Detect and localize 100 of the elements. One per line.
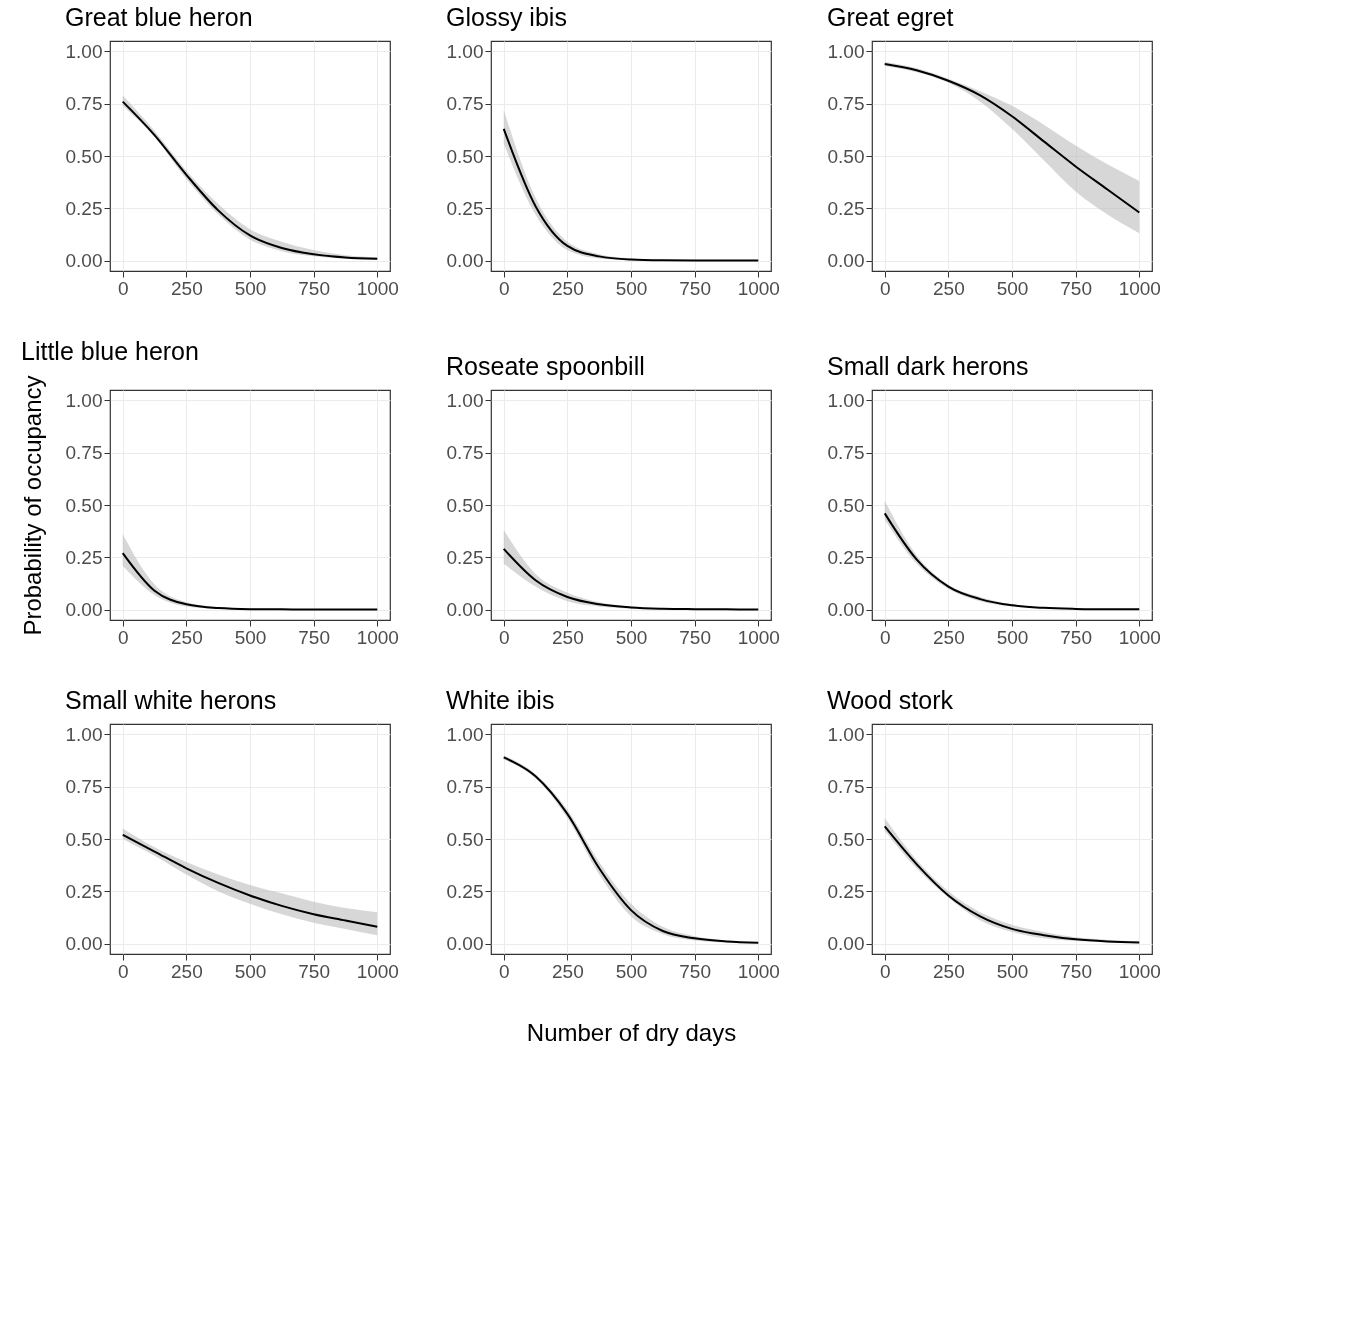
x-tick-label: 1000 [737, 960, 780, 982]
x-tick-label: 500 [234, 277, 267, 299]
y-tick-label: 1.00 [446, 723, 484, 745]
chart-title: Roseate spoonbill [446, 352, 645, 380]
y-tick-label: 0.25 [446, 880, 484, 902]
y-tick-label: 0.75 [65, 776, 103, 798]
x-tick-label: 750 [298, 277, 330, 299]
x-tick-label: 0 [879, 960, 891, 982]
x-tick-label: 750 [679, 277, 711, 299]
y-tick-label: 0.50 [65, 494, 103, 516]
x-tick-label: 500 [996, 277, 1029, 299]
x-tick-label: 1000 [356, 277, 399, 299]
y-tick-label: 0.75 [65, 93, 103, 115]
y-tick-label: 1.00 [827, 723, 865, 745]
chart-title: Wood stork [827, 686, 954, 714]
x-tick-label: 250 [933, 277, 965, 299]
y-tick-label: 1.00 [65, 389, 103, 411]
y-tick-label: 0.25 [827, 546, 865, 568]
x-tick-label: 0 [879, 277, 891, 299]
x-tick-label: 1000 [737, 277, 780, 299]
y-tick-label: 1.00 [827, 40, 865, 62]
y-tick-label: 0.00 [446, 599, 484, 621]
y-tick-label: 0.75 [65, 442, 103, 464]
y-tick-label: 0.25 [446, 546, 484, 568]
y-tick-label: 1.00 [827, 389, 865, 411]
x-tick-label: 500 [615, 277, 648, 299]
y-tick-label: 1.00 [65, 723, 103, 745]
x-tick-label: 0 [498, 960, 510, 982]
y-axis-title: Probability of occupancy [18, 375, 46, 636]
x-tick-label: 750 [679, 960, 711, 982]
y-tick-label: 0.25 [827, 197, 865, 219]
y-tick-label: 0.50 [827, 145, 865, 167]
x-tick-label: 500 [234, 626, 267, 648]
y-tick-label: 0.50 [827, 494, 865, 516]
y-tick-label: 1.00 [65, 40, 103, 62]
y-tick-label: 1.00 [446, 40, 484, 62]
x-tick-label: 500 [234, 960, 267, 982]
chart-title: Great egret [827, 3, 954, 31]
x-tick-label: 250 [552, 277, 584, 299]
x-tick-label: 1000 [1118, 960, 1161, 982]
line-series [502, 547, 760, 611]
y-tick-label: 0.25 [65, 880, 103, 902]
x-tick-label: 500 [996, 626, 1029, 648]
x-tick-label: 750 [298, 626, 330, 648]
y-tick-label: 0.50 [65, 145, 103, 167]
x-tick-label: 0 [117, 277, 129, 299]
x-tick-label: 1000 [1118, 277, 1161, 299]
y-tick-label: 0.00 [65, 250, 103, 272]
x-tick-label: 0 [498, 277, 510, 299]
y-tick-label: 0.50 [446, 145, 484, 167]
x-tick-label: 250 [552, 960, 584, 982]
x-tick-label: 750 [679, 626, 711, 648]
x-tick-label: 1000 [356, 960, 399, 982]
x-tick-label: 500 [615, 960, 648, 982]
chart-title: Small dark herons [827, 352, 1029, 380]
x-tick-label: 250 [933, 960, 965, 982]
y-tick-label: 0.00 [827, 599, 865, 621]
y-tick-label: 0.75 [827, 776, 865, 798]
chart-title: Glossy ibis [446, 3, 567, 31]
y-tick-label: 0.75 [827, 93, 865, 115]
y-tick-label: 0.50 [65, 828, 103, 850]
x-tick-label: 250 [171, 960, 203, 982]
chart-title: Little blue heron [21, 336, 199, 365]
y-tick-label: 0.75 [446, 93, 484, 115]
y-tick-label: 0.00 [827, 250, 865, 272]
x-tick-label: 0 [117, 626, 129, 648]
y-tick-label: 0.75 [827, 442, 865, 464]
x-tick-label: 250 [552, 626, 584, 648]
y-tick-label: 0.00 [827, 933, 865, 955]
x-tick-label: 750 [1060, 960, 1092, 982]
line-series [121, 552, 379, 611]
x-tick-label: 250 [933, 626, 965, 648]
x-tick-label: 750 [1060, 277, 1092, 299]
x-tick-label: 250 [171, 277, 203, 299]
y-tick-label: 0.00 [446, 933, 484, 955]
y-tick-label: 0.25 [65, 197, 103, 219]
y-tick-label: 0.50 [446, 494, 484, 516]
x-tick-label: 0 [879, 626, 891, 648]
x-tick-label: 0 [117, 960, 129, 982]
y-tick-label: 0.75 [446, 442, 484, 464]
x-tick-label: 500 [996, 960, 1029, 982]
chart-title: Great blue heron [65, 3, 253, 31]
x-tick-label: 1000 [1118, 626, 1161, 648]
x-tick-label: 0 [498, 626, 510, 648]
y-tick-label: 0.25 [65, 546, 103, 568]
y-tick-label: 0.25 [446, 197, 484, 219]
y-tick-label: 0.50 [827, 828, 865, 850]
y-tick-label: 0.00 [65, 599, 103, 621]
x-tick-label: 1000 [356, 626, 399, 648]
y-tick-label: 0.25 [827, 880, 865, 902]
x-tick-label: 500 [615, 626, 648, 648]
chart-title: Small white herons [65, 686, 277, 714]
x-tick-label: 250 [171, 626, 203, 648]
x-tick-label: 750 [1060, 626, 1092, 648]
x-tick-label: 750 [298, 960, 330, 982]
y-tick-label: 0.75 [446, 776, 484, 798]
y-tick-label: 0.50 [446, 828, 484, 850]
y-tick-label: 0.00 [65, 933, 103, 955]
chart-title: White ibis [446, 686, 555, 714]
x-axis-title: Number of dry days [526, 1018, 737, 1046]
